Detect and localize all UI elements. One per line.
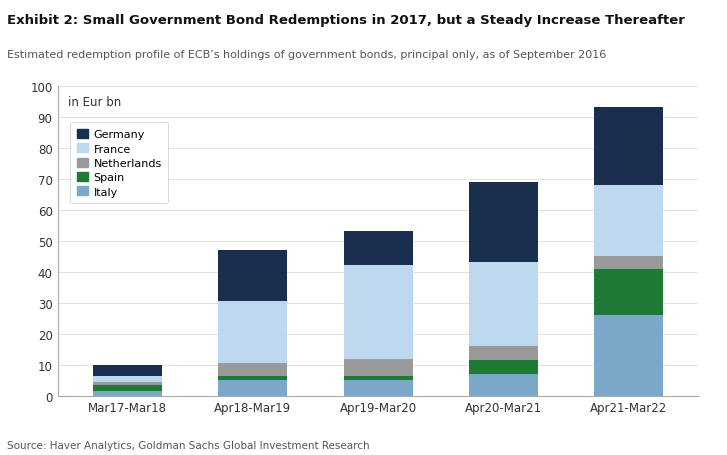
Text: in Eur bn: in Eur bn	[68, 96, 121, 109]
Bar	[92, 376, 161, 382]
Bar	[344, 359, 412, 376]
Bar	[344, 376, 412, 380]
Bar	[218, 376, 287, 380]
Bar	[344, 380, 412, 396]
Bar	[469, 360, 538, 374]
Bar	[595, 315, 664, 396]
Text: Exhibit 2: Small Government Bond Redemptions in 2017, but a Steady Increase Ther: Exhibit 2: Small Government Bond Redempt…	[7, 14, 685, 27]
Bar	[92, 382, 161, 385]
Bar	[595, 269, 664, 315]
Bar	[469, 263, 538, 346]
Bar	[595, 186, 664, 257]
Bar	[92, 385, 161, 391]
Bar	[469, 374, 538, 396]
Bar	[344, 266, 412, 359]
Bar	[218, 250, 287, 302]
Bar	[595, 257, 664, 269]
Bar	[218, 302, 287, 364]
Bar	[344, 232, 412, 266]
Text: Source: Haver Analytics, Goldman Sachs Global Investment Research: Source: Haver Analytics, Goldman Sachs G…	[7, 440, 370, 450]
Bar	[469, 182, 538, 263]
Legend: Germany, France, Netherlands, Spain, Italy: Germany, France, Netherlands, Spain, Ita…	[70, 123, 169, 204]
Bar	[218, 380, 287, 396]
Bar	[92, 391, 161, 396]
Bar	[218, 364, 287, 376]
Bar	[595, 108, 664, 186]
Text: Estimated redemption profile of ECB’s holdings of government bonds, principal on: Estimated redemption profile of ECB’s ho…	[7, 50, 606, 60]
Bar	[92, 365, 161, 376]
Bar	[469, 346, 538, 360]
